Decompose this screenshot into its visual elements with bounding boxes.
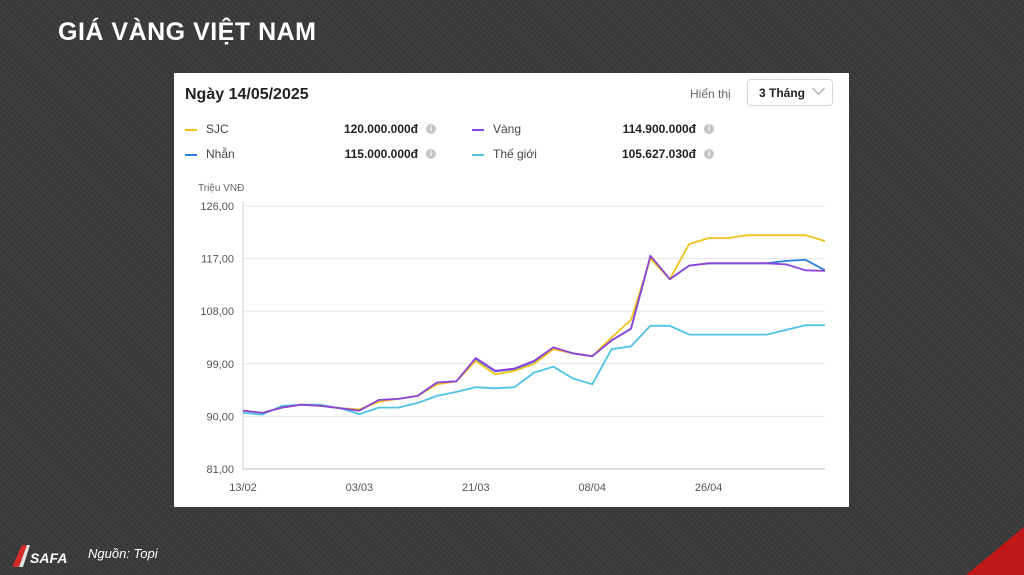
legend-name: SJC [206, 122, 229, 136]
range-select-value: 3 Tháng [759, 86, 806, 100]
card-date: Ngày 14/05/2025 [185, 86, 309, 103]
legend-item-the-gioi[interactable]: Thế giới 105.627.030đ i [472, 147, 714, 163]
legend-swatch-vang [472, 129, 484, 131]
legend-item-nhan[interactable]: Nhẫn 115.000.000đ i [185, 147, 436, 163]
legend-swatch-sjc [185, 129, 197, 131]
gold-price-card: Ngày 14/05/2025 Hiển thị 3 Tháng SJC 120… [174, 73, 849, 507]
legend-name: Thế giới [493, 147, 537, 161]
safa-logo: SAFA [12, 545, 67, 567]
slide-title: GIÁ VÀNG VIỆT NAM [58, 18, 317, 46]
y-tick-label: 126,00 [200, 201, 234, 213]
svg-text:SAFA: SAFA [30, 550, 67, 566]
legend-swatch-nhan [185, 154, 197, 156]
legend-value: 120.000.000đ [343, 122, 418, 136]
x-tick-label: 13/02 [229, 482, 257, 494]
series-line-SJC [242, 234, 826, 414]
source-note: Nguồn: Topi [88, 546, 158, 561]
x-tick-label: 21/03 [462, 482, 490, 494]
y-axis-unit-label: Triệu VNĐ [198, 183, 245, 194]
legend-value: 115.000.000đ [344, 147, 418, 161]
series-line-Thế giới [242, 324, 825, 416]
info-circle-icon[interactable]: i [426, 124, 436, 134]
y-tick-label: 90,00 [206, 411, 234, 423]
info-circle-icon[interactable]: i [426, 149, 436, 159]
legend-item-sjc[interactable]: SJC 120.000.000đ i [185, 122, 436, 138]
corner-accent [966, 527, 1024, 575]
legend-name: Vàng [493, 122, 522, 136]
price-line-chart: 126,00 117,00 108,00 99,00 90,00 81,00 13/02 0… [200, 201, 826, 494]
legend-value: 114.900.000đ [622, 122, 696, 136]
y-tick-label: 81,00 [206, 464, 234, 476]
series-line-Vàng [242, 254, 826, 414]
info-circle-icon[interactable]: i [704, 124, 714, 134]
display-label: Hiển thị [690, 87, 731, 101]
range-select[interactable]: 3 Tháng [747, 79, 833, 106]
legend-swatch-the-gioi [472, 154, 484, 156]
x-tick-label: 03/03 [346, 482, 374, 494]
legend-item-vang[interactable]: Vàng 114.900.000đ i [472, 122, 714, 138]
y-tick-label: 117,00 [201, 254, 234, 266]
legend-value: 105.627.030đ [621, 147, 696, 161]
x-tick-label: 26/04 [695, 482, 723, 494]
y-tick-label: 99,00 [206, 359, 234, 371]
legend-name: Nhẫn [206, 147, 235, 161]
y-tick-label: 108,00 [200, 306, 234, 318]
x-tick-label: 08/04 [578, 482, 606, 494]
info-circle-icon[interactable]: i [704, 149, 714, 159]
